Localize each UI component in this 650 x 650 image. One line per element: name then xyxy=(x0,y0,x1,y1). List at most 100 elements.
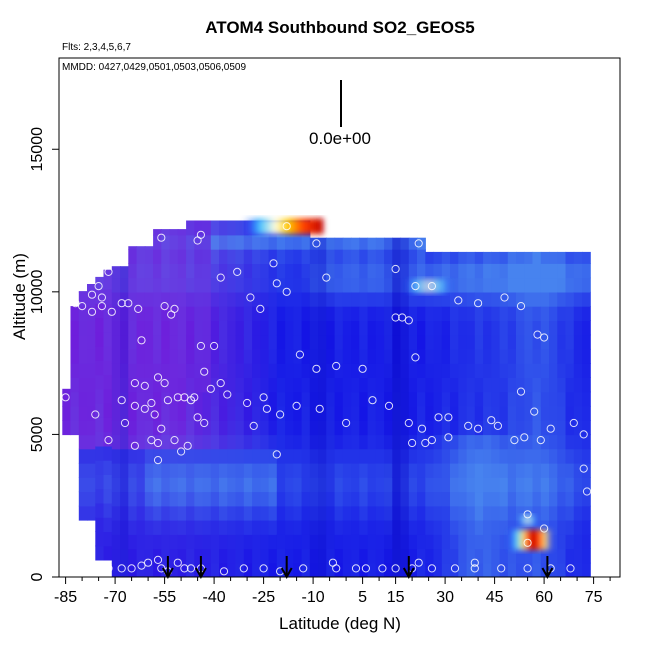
heatmap-cell xyxy=(318,477,327,493)
heatmap-cell xyxy=(408,334,418,350)
heatmap-cell xyxy=(408,534,418,550)
heatmap-cell xyxy=(144,562,154,577)
heatmap-cell xyxy=(549,377,558,393)
heatmap-cell xyxy=(202,363,212,378)
heatmap-cell xyxy=(557,391,567,407)
heatmap-cell xyxy=(194,234,204,250)
heatmap-cell xyxy=(301,448,311,464)
heatmap-cell xyxy=(549,263,558,279)
heatmap-cell xyxy=(334,306,344,321)
heatmap-cell xyxy=(318,237,327,250)
heatmap-cell xyxy=(326,320,336,336)
heatmap-cell xyxy=(408,249,418,264)
heatmap-cell xyxy=(417,420,426,436)
heatmap-cell xyxy=(268,263,278,279)
heatmap-cell xyxy=(309,434,319,450)
heatmap-cell xyxy=(565,434,575,450)
sample-point xyxy=(450,564,460,573)
heatmap-cell xyxy=(144,505,154,521)
heatmap-cell xyxy=(491,491,501,507)
heatmap-cell xyxy=(276,234,286,250)
heatmap-cell xyxy=(483,391,492,407)
heatmap-cell xyxy=(87,420,96,436)
heatmap-cell xyxy=(227,491,237,507)
heatmap-cell xyxy=(549,363,558,378)
sample-point xyxy=(124,236,133,245)
heatmap-cell xyxy=(202,306,212,321)
heatmap-cell xyxy=(103,531,113,547)
heatmap-cell xyxy=(417,291,426,307)
heatmap-cell xyxy=(309,306,319,321)
heatmap-cell xyxy=(293,548,303,564)
heatmap-cell xyxy=(243,348,253,364)
heatmap-cell xyxy=(425,251,435,264)
heatmap-cell xyxy=(400,377,410,393)
heatmap-cell xyxy=(103,388,113,404)
heatmap-cell xyxy=(532,334,542,350)
heatmap-cell xyxy=(392,420,402,436)
heatmap-cell xyxy=(144,391,154,407)
sample-point xyxy=(170,436,179,445)
heatmap-cell xyxy=(491,548,501,564)
heatmap-cell xyxy=(532,320,542,336)
heatmap-cell xyxy=(367,237,377,250)
heatmap-cell xyxy=(499,377,509,393)
heatmap-cell xyxy=(128,246,138,250)
heatmap-cell xyxy=(507,320,517,336)
heatmap-cell xyxy=(549,320,558,336)
heatmap-cell xyxy=(128,405,138,421)
heatmap-cell xyxy=(111,434,121,450)
heatmap-cell xyxy=(392,249,402,264)
heatmap-cell xyxy=(516,334,525,350)
heatmap-cell xyxy=(144,377,154,393)
heatmap-cell xyxy=(582,348,591,364)
heatmap-cell xyxy=(210,320,220,336)
heatmap-cell xyxy=(359,505,369,521)
heatmap-cell xyxy=(524,391,534,407)
heatmap-cell xyxy=(334,405,344,421)
heatmap-cell xyxy=(400,548,410,564)
heatmap-cell xyxy=(425,420,435,436)
heatmap-cell xyxy=(565,263,575,279)
heatmap-cell xyxy=(417,263,426,279)
heatmap-cell xyxy=(186,548,195,564)
sample-point xyxy=(150,410,159,419)
heatmap-cell xyxy=(202,491,212,507)
heatmap-cell xyxy=(285,434,294,450)
heatmap-cell xyxy=(499,291,509,307)
heatmap-cell xyxy=(161,434,171,450)
heatmap-cell xyxy=(120,434,129,450)
heatmap-cell xyxy=(153,534,162,550)
heatmap-cell xyxy=(540,263,550,279)
heatmap-cell xyxy=(532,491,542,507)
heatmap-cell xyxy=(128,520,138,535)
heatmap-cell xyxy=(111,420,121,436)
heatmap-cell xyxy=(136,505,146,521)
heatmap-cell xyxy=(169,505,179,521)
heatmap-cell xyxy=(582,505,591,521)
heatmap-cell xyxy=(326,520,336,535)
heatmap-cell xyxy=(309,548,319,564)
heatmap-cell xyxy=(318,420,327,436)
sample-point xyxy=(312,364,321,373)
heatmap-cell xyxy=(252,363,261,378)
heatmap-cell xyxy=(186,448,195,464)
heatmap-cell xyxy=(375,391,385,407)
heatmap-cell xyxy=(186,348,195,364)
heatmap-cell xyxy=(169,377,179,393)
heatmap-cell xyxy=(425,263,435,279)
sample-point xyxy=(546,424,555,433)
sample-point xyxy=(173,558,182,567)
heatmap-cell xyxy=(499,320,509,336)
heatmap-cell xyxy=(425,363,435,378)
heatmap-cell xyxy=(95,431,105,447)
heatmap-cell xyxy=(342,405,352,421)
heatmap-cell xyxy=(235,277,245,293)
heatmap-cell xyxy=(78,334,88,350)
heatmap-cell xyxy=(235,520,245,535)
sample-point xyxy=(104,267,113,276)
heatmap-cell xyxy=(285,334,294,350)
heatmap-cell xyxy=(499,277,509,293)
heatmap-cell xyxy=(128,505,138,521)
heatmap-cell xyxy=(342,548,352,564)
